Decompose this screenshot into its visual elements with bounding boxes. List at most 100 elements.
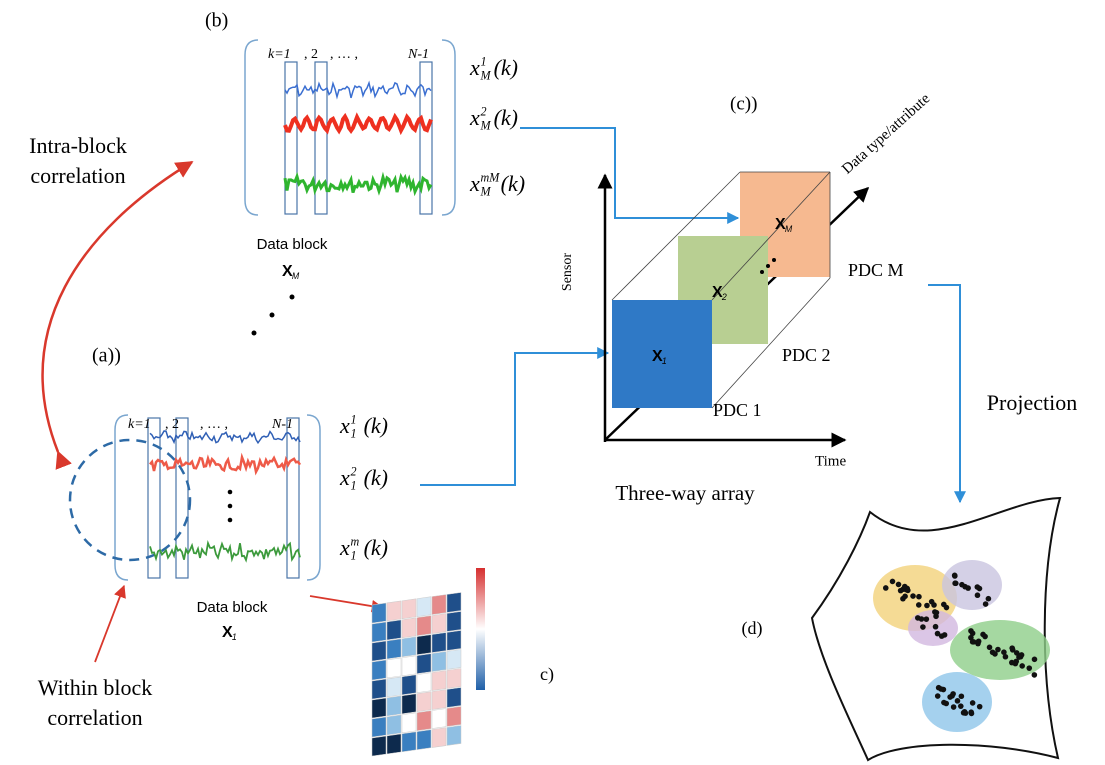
point (1032, 657, 1038, 663)
math-label: x2M(k) (469, 104, 518, 132)
heat-cell (432, 652, 446, 672)
label: N-1 (271, 417, 293, 432)
point (958, 703, 964, 709)
projection-arrow (928, 285, 960, 502)
heat-cell (372, 698, 386, 718)
point (951, 704, 957, 710)
point (1009, 660, 1015, 666)
point (929, 599, 935, 605)
heat-cell (447, 592, 461, 612)
heat-cell (402, 637, 416, 657)
point (1016, 654, 1022, 660)
point (944, 605, 950, 611)
label: Projection (987, 390, 1077, 415)
label: PDC M (848, 260, 904, 280)
heat-cell (417, 692, 431, 712)
base: x (469, 105, 480, 130)
point (910, 593, 916, 599)
label: Data type/attribute (839, 90, 933, 177)
point (983, 601, 989, 607)
dashed-circle (70, 440, 190, 560)
heat-cell (387, 715, 401, 735)
point (965, 585, 971, 591)
sub: 1 (662, 356, 667, 366)
heat-cell (387, 734, 401, 754)
label: k=1 (268, 47, 291, 62)
point (902, 584, 908, 590)
heat-cell (402, 599, 416, 619)
heat-cell (372, 660, 386, 680)
point (933, 624, 939, 630)
sup: 1 (351, 412, 357, 426)
ellipsis-dots (228, 295, 295, 523)
bracket (245, 40, 258, 215)
point (1032, 672, 1038, 678)
point (987, 645, 993, 651)
point (970, 630, 976, 636)
point (924, 616, 930, 622)
point (1009, 645, 1015, 651)
point (943, 701, 949, 707)
heat-cell (387, 639, 401, 659)
arg: (k) (494, 105, 518, 130)
signal (150, 457, 300, 472)
label: Within block (38, 675, 153, 700)
heat-cell (432, 614, 446, 634)
sup: 2 (481, 104, 487, 118)
label: , 2 (165, 417, 179, 432)
point (959, 582, 965, 588)
point (992, 651, 998, 657)
base: x (469, 55, 480, 80)
heat-cell (402, 675, 416, 695)
heat-cell (372, 641, 386, 661)
bracket (442, 40, 455, 215)
label: (a)) (92, 345, 121, 367)
heat-cell (372, 736, 386, 756)
heat-cell (402, 732, 416, 752)
point (970, 700, 976, 706)
base: x (339, 413, 350, 438)
sub: 1 (351, 426, 357, 440)
math-label: X1 (222, 624, 237, 642)
point (919, 616, 925, 622)
label: (b) (205, 10, 228, 32)
point (1019, 663, 1025, 669)
heat-cell (447, 611, 461, 631)
arg: (k) (494, 55, 518, 80)
base: x (469, 171, 480, 196)
label: k=1 (128, 417, 151, 432)
point (896, 582, 902, 588)
sub: 1 (232, 632, 237, 642)
point (950, 691, 956, 697)
within-arrow (95, 586, 124, 662)
point (986, 596, 992, 602)
point (916, 594, 922, 600)
label: PDC 2 (782, 345, 831, 365)
point (924, 603, 930, 609)
arg: (k) (501, 171, 525, 196)
point (898, 588, 904, 594)
heat-cell (447, 725, 461, 745)
arg: (k) (364, 535, 388, 560)
signals (150, 83, 431, 560)
intra-arrow (43, 162, 192, 452)
math-label: xm1(k) (339, 534, 388, 562)
heat-cell (417, 597, 431, 617)
point (952, 580, 958, 586)
label: correlation (30, 163, 125, 188)
heat-cell (447, 706, 461, 726)
sub: M (480, 184, 492, 198)
point (938, 686, 944, 692)
point (982, 634, 988, 640)
heat-cell (417, 673, 431, 693)
sup: 2 (351, 464, 357, 478)
label: (d) (742, 618, 763, 639)
heat-cell (402, 656, 416, 676)
point (890, 579, 896, 585)
sub: 1 (351, 478, 357, 492)
signal (150, 431, 300, 443)
sup: m (351, 534, 360, 548)
